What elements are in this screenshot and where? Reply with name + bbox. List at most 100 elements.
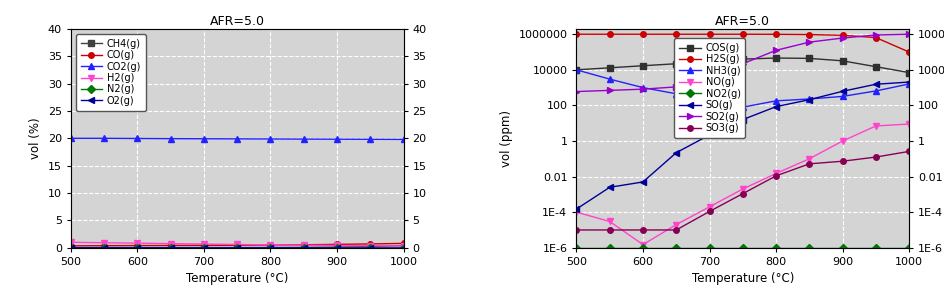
NO2(g) — [736, 246, 748, 250]
NO(g) — [636, 243, 648, 247]
CO2(g) — [331, 137, 343, 141]
O2(g) — [331, 246, 343, 250]
CO(g) — [98, 244, 110, 247]
N2(g) — [364, 246, 376, 250]
Title: AFR=5.0: AFR=5.0 — [715, 15, 769, 28]
SO3(g) — [769, 174, 781, 178]
H2(g) — [231, 243, 243, 246]
H2S(g) — [603, 33, 615, 36]
Line: N2(g): N2(g) — [68, 245, 406, 250]
NO(g) — [769, 172, 781, 175]
NO(g) — [603, 220, 615, 223]
NH3(g) — [802, 97, 814, 101]
SO3(g) — [902, 150, 914, 153]
NO2(g) — [869, 246, 881, 250]
NH3(g) — [769, 99, 781, 103]
Legend: CH4(g), CO(g), CO2(g), H2(g), N2(g), O2(g): CH4(g), CO(g), CO2(g), H2(g), N2(g), O2(… — [76, 34, 146, 111]
SO(g) — [703, 133, 715, 137]
NO(g) — [703, 205, 715, 209]
CH4(g) — [364, 245, 376, 248]
COS(g) — [670, 62, 682, 66]
H2(g) — [198, 242, 210, 246]
H2(g) — [364, 244, 376, 247]
H2S(g) — [736, 33, 748, 36]
H2S(g) — [769, 33, 781, 36]
N2(g) — [231, 246, 243, 250]
COS(g) — [603, 66, 615, 70]
H2S(g) — [636, 33, 648, 36]
NO(g) — [570, 210, 582, 214]
CO2(g) — [198, 137, 210, 140]
X-axis label: Temperature (°C): Temperature (°C) — [691, 272, 793, 285]
CO(g) — [331, 243, 343, 246]
CO2(g) — [364, 137, 376, 141]
SO2(g) — [769, 48, 781, 52]
CO2(g) — [264, 137, 276, 141]
CH4(g) — [165, 246, 177, 249]
NO2(g) — [802, 246, 814, 250]
SO2(g) — [703, 73, 715, 76]
X-axis label: Temperature (°C): Temperature (°C) — [186, 272, 288, 285]
Line: NH3(g): NH3(g) — [572, 66, 912, 111]
NO(g) — [670, 223, 682, 226]
Line: SO2(g): SO2(g) — [572, 31, 912, 95]
H2S(g) — [836, 33, 848, 37]
CO(g) — [364, 242, 376, 246]
CO(g) — [297, 243, 309, 247]
N2(g) — [131, 246, 143, 250]
H2(g) — [297, 244, 309, 247]
SO(g) — [736, 118, 748, 121]
Line: NO2(g): NO2(g) — [573, 245, 911, 250]
SO(g) — [902, 80, 914, 84]
Line: H2S(g): H2S(g) — [573, 31, 911, 55]
SO(g) — [603, 185, 615, 189]
COS(g) — [636, 64, 648, 67]
COS(g) — [802, 57, 814, 60]
H2(g) — [264, 243, 276, 247]
H2S(g) — [703, 33, 715, 36]
SO2(g) — [603, 88, 615, 92]
N2(g) — [397, 246, 409, 250]
NH3(g) — [670, 92, 682, 96]
CO(g) — [65, 244, 76, 248]
SO3(g) — [836, 159, 848, 163]
SO(g) — [802, 98, 814, 102]
NO2(g) — [703, 246, 715, 250]
Line: COS(g): COS(g) — [573, 55, 911, 75]
NH3(g) — [636, 86, 648, 89]
SO3(g) — [869, 155, 881, 159]
COS(g) — [869, 65, 881, 68]
Line: CH4(g): CH4(g) — [68, 243, 406, 250]
O2(g) — [397, 246, 409, 250]
SO2(g) — [636, 87, 648, 91]
Line: SO3(g): SO3(g) — [573, 149, 911, 233]
NO(g) — [869, 124, 881, 128]
Legend: COS(g), H2S(g), NH3(g), NO(g), NO2(g), SO(g), SO2(g), SO3(g): COS(g), H2S(g), NH3(g), NO(g), NO2(g), S… — [674, 38, 745, 138]
CO(g) — [165, 244, 177, 247]
SO3(g) — [736, 192, 748, 195]
SO3(g) — [802, 162, 814, 166]
O2(g) — [297, 246, 309, 250]
O2(g) — [65, 246, 76, 250]
H2(g) — [397, 244, 409, 248]
COS(g) — [736, 57, 748, 61]
SO2(g) — [570, 90, 582, 93]
N2(g) — [264, 246, 276, 250]
N2(g) — [165, 246, 177, 250]
NO2(g) — [769, 246, 781, 250]
O2(g) — [198, 246, 210, 250]
CO(g) — [231, 244, 243, 247]
CO2(g) — [165, 137, 177, 140]
NO(g) — [836, 139, 848, 143]
H2S(g) — [902, 50, 914, 54]
CO2(g) — [98, 136, 110, 140]
SO3(g) — [636, 228, 648, 232]
CH4(g) — [397, 244, 409, 247]
O2(g) — [131, 246, 143, 250]
CO2(g) — [231, 137, 243, 141]
Y-axis label: vol (ppm): vol (ppm) — [499, 110, 513, 167]
Line: CO2(g): CO2(g) — [67, 135, 407, 143]
O2(g) — [98, 246, 110, 250]
COS(g) — [570, 68, 582, 72]
NO2(g) — [636, 246, 648, 250]
